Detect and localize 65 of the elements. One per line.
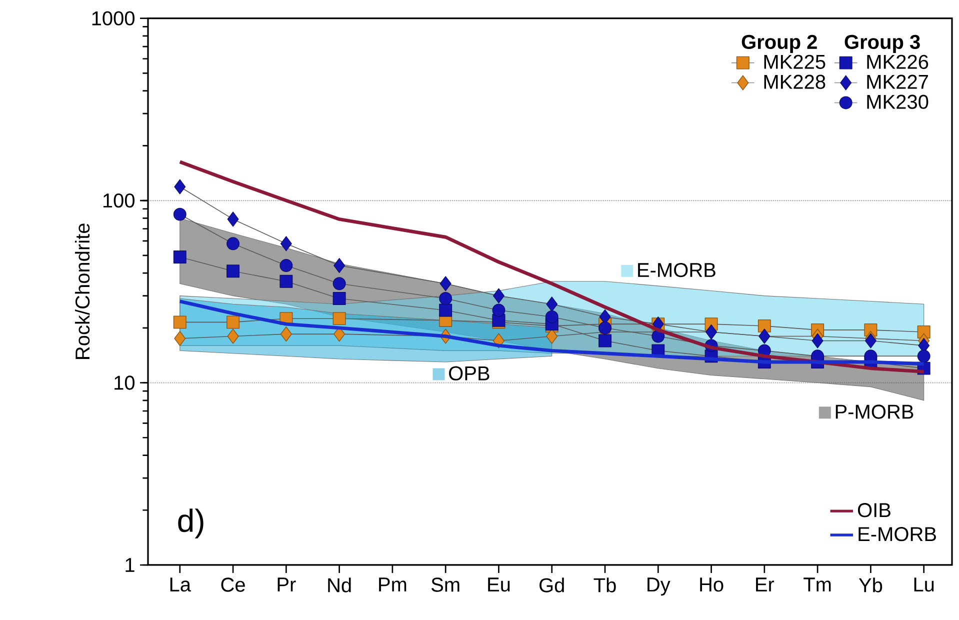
legend-label: MK228 <box>764 74 826 89</box>
x-tick-label: Pr <box>278 578 296 592</box>
x-tick-label: Nd <box>328 578 351 592</box>
point <box>598 321 612 334</box>
point <box>545 310 558 324</box>
x-tick-label: Yb <box>858 578 882 592</box>
point <box>492 304 506 317</box>
legend-label: MK226 <box>867 54 928 69</box>
x-tick-label: Lu <box>914 578 934 592</box>
point <box>758 319 771 332</box>
x-tick-label: Tm <box>804 578 831 592</box>
point <box>226 316 240 329</box>
point <box>227 212 239 227</box>
point <box>174 330 186 346</box>
x-tick-label: Sm <box>431 578 460 592</box>
point <box>280 236 292 252</box>
point <box>439 304 452 317</box>
y-tick-label: 1 <box>126 558 134 572</box>
point <box>334 258 346 274</box>
y-tick-label: 10 <box>114 376 134 390</box>
x-tick-label: Tb <box>594 578 616 592</box>
legend-label: MK230 <box>867 94 928 109</box>
legend-label: OIB <box>858 503 890 518</box>
y-axis-title: Rock/Chondrite <box>74 224 90 359</box>
x-tick-label: Gd <box>540 578 564 592</box>
x-tick-label: Eu <box>488 578 510 592</box>
x-tick-label: La <box>170 578 192 592</box>
annotation: d) <box>178 508 204 538</box>
point <box>173 250 186 264</box>
point <box>226 237 240 250</box>
y-tick-label: 100 <box>103 193 134 208</box>
x-tick-label: Er <box>756 578 774 592</box>
point <box>546 296 558 312</box>
y-tick-label: 1000 <box>92 11 134 26</box>
x-tick-label: Pm <box>379 578 406 592</box>
x-tick-label: Dy <box>648 578 670 596</box>
legend-label: P-MORB <box>836 404 914 419</box>
point <box>332 292 346 305</box>
point <box>227 328 239 344</box>
point <box>492 288 504 304</box>
legend-label: MK227 <box>867 74 928 89</box>
point <box>280 274 293 288</box>
point <box>598 334 612 348</box>
legend-label: MK225 <box>764 54 826 69</box>
point <box>332 277 346 290</box>
annotation: Group 3 <box>844 34 920 53</box>
legend-label: E-MORB <box>638 262 716 278</box>
point <box>917 350 930 363</box>
point <box>174 179 186 194</box>
point <box>280 326 292 342</box>
x-tick-label: Ce <box>221 578 245 592</box>
point <box>280 259 293 272</box>
legend-label: E-MORB <box>858 527 936 542</box>
point <box>440 276 452 292</box>
x-tick-label: Ho <box>700 578 724 592</box>
point <box>226 264 240 278</box>
point <box>812 333 824 348</box>
annotation: Group 2 <box>742 34 817 53</box>
legend-label: OPB <box>449 366 490 380</box>
point <box>332 312 346 326</box>
point <box>546 328 558 344</box>
point <box>439 292 452 305</box>
point <box>173 208 186 221</box>
point <box>864 333 876 348</box>
point <box>173 316 186 329</box>
